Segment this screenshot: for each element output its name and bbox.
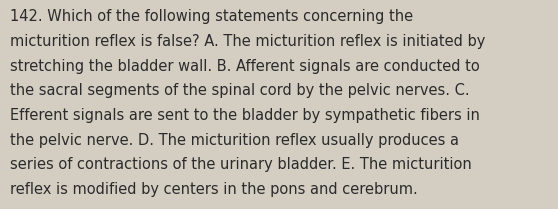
Text: Efferent signals are sent to the bladder by sympathetic fibers in: Efferent signals are sent to the bladder… (10, 108, 480, 123)
Text: the sacral segments of the spinal cord by the pelvic nerves. C.: the sacral segments of the spinal cord b… (10, 83, 470, 98)
Text: the pelvic nerve. D. The micturition reflex usually produces a: the pelvic nerve. D. The micturition ref… (10, 133, 459, 148)
Text: 142. Which of the following statements concerning the: 142. Which of the following statements c… (10, 9, 413, 24)
Text: reflex is modified by centers in the pons and cerebrum.: reflex is modified by centers in the pon… (10, 182, 418, 197)
Text: micturition reflex is false? A. The micturition reflex is initiated by: micturition reflex is false? A. The mict… (10, 34, 485, 49)
Text: series of contractions of the urinary bladder. E. The micturition: series of contractions of the urinary bl… (10, 157, 472, 172)
Text: stretching the bladder wall. B. Afferent signals are conducted to: stretching the bladder wall. B. Afferent… (10, 59, 480, 74)
